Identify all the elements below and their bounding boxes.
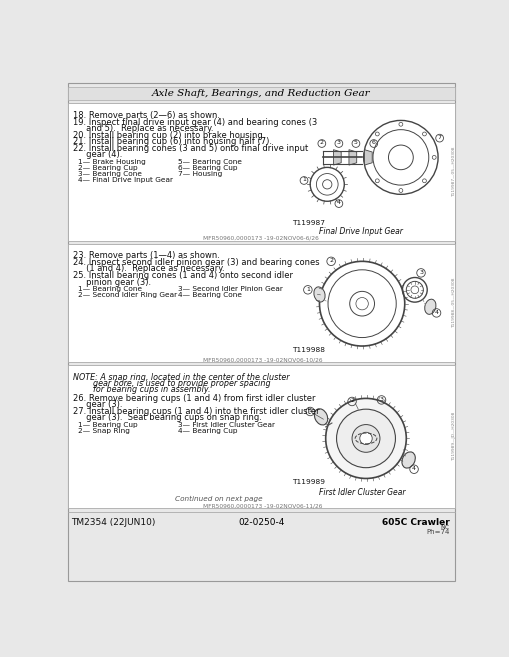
FancyBboxPatch shape	[68, 87, 454, 101]
Text: (1 and 4).  Replace as necessary.: (1 and 4). Replace as necessary.	[73, 264, 224, 273]
Text: 3: 3	[379, 397, 383, 401]
Circle shape	[421, 179, 426, 183]
Text: T119988: T119988	[292, 347, 325, 353]
Text: 1— Brake Housing: 1— Brake Housing	[77, 159, 145, 166]
Text: 2: 2	[319, 140, 323, 145]
Text: 20. Install bearing cup (2) into brake housing.: 20. Install bearing cup (2) into brake h…	[73, 131, 265, 140]
Circle shape	[375, 179, 379, 183]
Text: Continued on next page: Continued on next page	[175, 496, 262, 503]
Text: pinion gear (3).: pinion gear (3).	[73, 277, 151, 286]
Polygon shape	[348, 150, 356, 165]
Text: 6— Bearing Cup: 6— Bearing Cup	[178, 165, 238, 171]
Circle shape	[398, 122, 402, 126]
Text: gear (3).: gear (3).	[73, 400, 122, 409]
Text: 2— Snap Ring: 2— Snap Ring	[77, 428, 129, 434]
Circle shape	[359, 432, 372, 445]
Circle shape	[421, 132, 426, 136]
Text: TM2354 (22JUN10): TM2354 (22JUN10)	[71, 518, 156, 527]
Text: 605C Crawler: 605C Crawler	[381, 518, 449, 527]
Ellipse shape	[314, 409, 327, 425]
Text: 4: 4	[411, 466, 415, 471]
Text: for bearing cups in assembly.: for bearing cups in assembly.	[73, 385, 210, 394]
Text: T119989—JD—H20308: T119989—JD—H20308	[450, 412, 455, 461]
Text: 2— Second Idler Ring Gear: 2— Second Idler Ring Gear	[77, 292, 177, 298]
Text: gear (4).: gear (4).	[73, 150, 122, 160]
Circle shape	[375, 132, 379, 136]
Text: 27. Install bearing cups (1 and 4) into the first idler cluster: 27. Install bearing cups (1 and 4) into …	[73, 407, 319, 416]
Text: T119987: T119987	[292, 219, 325, 226]
Text: Final Drive Input Gear: Final Drive Input Gear	[319, 227, 403, 236]
Text: 7— Housing: 7— Housing	[178, 171, 222, 177]
Text: 21. Install bearing cup (6) into housing half (7).: 21. Install bearing cup (6) into housing…	[73, 137, 271, 147]
Text: gear bore, is used to provide proper spacing: gear bore, is used to provide proper spa…	[73, 379, 270, 388]
Text: and 5).  Replace as necessary.: and 5). Replace as necessary.	[73, 124, 213, 133]
Text: 1: 1	[307, 408, 312, 413]
Text: 3— Bearing Cone: 3— Bearing Cone	[77, 171, 142, 177]
Text: T119989: T119989	[292, 479, 325, 486]
Text: MFR50960,0000173 -19-02NOV06-6/26: MFR50960,0000173 -19-02NOV06-6/26	[203, 236, 318, 241]
Text: 6: 6	[371, 140, 375, 145]
Text: 7: 7	[437, 135, 441, 140]
Text: 1— Bearing Cup: 1— Bearing Cup	[77, 422, 137, 428]
Text: 26. Remove bearing cups (1 and 4) from first idler cluster: 26. Remove bearing cups (1 and 4) from f…	[73, 394, 315, 403]
Text: T119988—05—H20308: T119988—05—H20308	[450, 278, 455, 328]
Text: T119987—05—H20308: T119987—05—H20308	[450, 147, 455, 197]
Text: 24. Inspect second idler pinion gear (3) and bearing cones: 24. Inspect second idler pinion gear (3)…	[73, 258, 319, 267]
Circle shape	[336, 409, 394, 468]
Text: 1— Bearing Cone: 1— Bearing Cone	[77, 286, 142, 292]
FancyBboxPatch shape	[68, 244, 454, 362]
Text: 5: 5	[353, 140, 357, 145]
Text: 23. Remove parts (1—4) as shown.: 23. Remove parts (1—4) as shown.	[73, 252, 219, 260]
Text: 4: 4	[336, 200, 340, 205]
Circle shape	[325, 398, 406, 478]
FancyBboxPatch shape	[68, 365, 454, 508]
Text: 4— Final Drive Input Gear: 4— Final Drive Input Gear	[77, 177, 173, 183]
Text: 02-0250-4: 02-0250-4	[238, 518, 284, 527]
Text: 2— Bearing Cup: 2— Bearing Cup	[77, 165, 137, 171]
Text: 2: 2	[349, 398, 353, 403]
Text: Ph=74: Ph=74	[426, 530, 449, 535]
Text: First Idler Cluster Gear: First Idler Cluster Gear	[319, 487, 405, 497]
Text: MFR50960,0000173 -19-02NOV06-11/26: MFR50960,0000173 -19-02NOV06-11/26	[203, 503, 322, 508]
Circle shape	[398, 189, 402, 193]
Text: 4— Bearing Cone: 4— Bearing Cone	[178, 292, 242, 298]
Text: 25. Install bearing cones (1 and 4) onto second idler: 25. Install bearing cones (1 and 4) onto…	[73, 271, 293, 280]
Text: 18. Remove parts (2—6) as shown.: 18. Remove parts (2—6) as shown.	[73, 111, 219, 120]
Text: MFR50960,0000173 -19-02NOV06-10/26: MFR50960,0000173 -19-02NOV06-10/26	[203, 357, 322, 363]
FancyBboxPatch shape	[68, 104, 454, 240]
Text: gear (3).  Seat bearing cups on snap ring.: gear (3). Seat bearing cups on snap ring…	[73, 413, 262, 422]
Text: 5— Bearing Cone: 5— Bearing Cone	[178, 159, 242, 166]
Text: 3: 3	[336, 140, 340, 145]
Ellipse shape	[313, 287, 324, 302]
Text: NC: NC	[440, 525, 449, 530]
Ellipse shape	[424, 299, 435, 314]
Text: 3: 3	[418, 269, 422, 275]
Text: 1: 1	[305, 286, 309, 292]
FancyBboxPatch shape	[68, 83, 454, 581]
Text: NOTE: A snap ring, located in the center of the cluster: NOTE: A snap ring, located in the center…	[73, 373, 289, 382]
Polygon shape	[333, 150, 341, 165]
Polygon shape	[364, 150, 372, 165]
Circle shape	[432, 156, 435, 159]
Text: 22. Install bearing cones (3 and 5) onto final drive input: 22. Install bearing cones (3 and 5) onto…	[73, 144, 308, 153]
Ellipse shape	[401, 452, 414, 468]
Circle shape	[351, 424, 379, 452]
Text: 3— First Idler Cluster Gear: 3— First Idler Cluster Gear	[178, 422, 275, 428]
Text: 4— Bearing Cup: 4— Bearing Cup	[178, 428, 238, 434]
Text: 1: 1	[301, 177, 305, 182]
Text: 3— Second Idler Pinion Gear: 3— Second Idler Pinion Gear	[178, 286, 283, 292]
Text: 4: 4	[434, 309, 438, 315]
Circle shape	[365, 156, 369, 159]
Text: 2: 2	[328, 258, 332, 263]
Text: 19. Inspect final drive input gear (4) and bearing cones (3: 19. Inspect final drive input gear (4) a…	[73, 118, 317, 127]
Text: Axle Shaft, Bearings, and Reduction Gear: Axle Shaft, Bearings, and Reduction Gear	[152, 89, 370, 98]
